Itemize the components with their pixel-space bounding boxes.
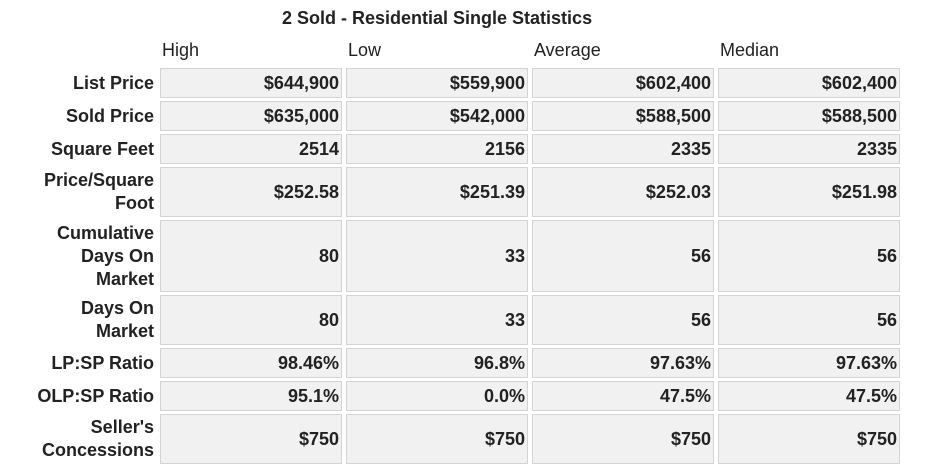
concessions-median: $750 [718, 414, 900, 464]
square-feet-high: 2514 [160, 134, 342, 164]
row-label-sold-price: Sold Price [65, 105, 154, 126]
list-price-median: $602,400 [718, 68, 900, 98]
sold-price-median: $588,500 [718, 101, 900, 131]
price-per-sqft-high: $252.58 [160, 167, 342, 217]
table-row: Cumulative Days On Market 80 33 56 56 [24, 220, 900, 292]
statistics-table: High Low Average Median List Price $644,… [20, 34, 904, 467]
concessions-low: $750 [346, 414, 528, 464]
list-price-high: $644,900 [160, 68, 342, 98]
row-label-cumulative-days-on-market: Cumulative Days On Market [56, 222, 154, 289]
cdom-high: 80 [160, 220, 342, 292]
cdom-average: 56 [532, 220, 714, 292]
cdom-low: 33 [346, 220, 528, 292]
price-per-sqft-median: $251.98 [718, 167, 900, 217]
price-per-sqft-average: $252.03 [532, 167, 714, 217]
column-header-median: Median [720, 40, 780, 60]
square-feet-low: 2156 [346, 134, 528, 164]
row-label-sellers-concessions: Seller's Concessions [41, 417, 154, 460]
sold-price-high: $635,000 [160, 101, 342, 131]
concessions-average: $750 [532, 414, 714, 464]
column-header-average: Average [534, 40, 601, 60]
column-header-high: High [162, 40, 200, 60]
row-label-price-per-square-foot: Price/Square Foot [43, 170, 154, 213]
row-label-square-feet: Square Feet [50, 138, 154, 159]
list-price-low: $559,900 [346, 68, 528, 98]
table-row: Seller's Concessions $750 $750 $750 $750 [24, 414, 900, 464]
list-price-average: $602,400 [532, 68, 714, 98]
olp-sp-ratio-high: 95.1% [160, 381, 342, 411]
price-per-sqft-low: $251.39 [346, 167, 528, 217]
dom-high: 80 [160, 295, 342, 345]
table-row: Price/Square Foot $252.58 $251.39 $252.0… [24, 167, 900, 217]
table-row: Square Feet 2514 2156 2335 2335 [24, 134, 900, 164]
table-row: LP:SP Ratio 98.46% 96.8% 97.63% 97.63% [24, 348, 900, 378]
row-label-list-price: List Price [72, 72, 154, 93]
square-feet-average: 2335 [532, 134, 714, 164]
column-header-low: Low [348, 40, 382, 60]
table-row: OLP:SP Ratio 95.1% 0.0% 47.5% 47.5% [24, 381, 900, 411]
corner-cell [24, 37, 156, 65]
table-row: Sold Price $635,000 $542,000 $588,500 $5… [24, 101, 900, 131]
dom-average: 56 [532, 295, 714, 345]
cdom-median: 56 [718, 220, 900, 292]
header-row: High Low Average Median [24, 37, 900, 65]
dom-low: 33 [346, 295, 528, 345]
sold-price-low: $542,000 [346, 101, 528, 131]
square-feet-median: 2335 [718, 134, 900, 164]
olp-sp-ratio-average: 47.5% [532, 381, 714, 411]
row-label-days-on-market: Days On Market [80, 298, 154, 341]
row-label-lp-sp-ratio: LP:SP Ratio [51, 352, 154, 373]
lp-sp-ratio-high: 98.46% [160, 348, 342, 378]
lp-sp-ratio-low: 96.8% [346, 348, 528, 378]
table-row: List Price $644,900 $559,900 $602,400 $6… [24, 68, 900, 98]
sold-price-average: $588,500 [532, 101, 714, 131]
olp-sp-ratio-low: 0.0% [346, 381, 528, 411]
concessions-high: $750 [160, 414, 342, 464]
row-label-olp-sp-ratio: OLP:SP Ratio [37, 385, 154, 406]
lp-sp-ratio-average: 97.63% [532, 348, 714, 378]
olp-sp-ratio-median: 47.5% [718, 381, 900, 411]
dom-median: 56 [718, 295, 900, 345]
lp-sp-ratio-median: 97.63% [718, 348, 900, 378]
table-row: Days On Market 80 33 56 56 [24, 295, 900, 345]
page-title: 2 Sold - Residential Single Statistics [282, 8, 593, 28]
